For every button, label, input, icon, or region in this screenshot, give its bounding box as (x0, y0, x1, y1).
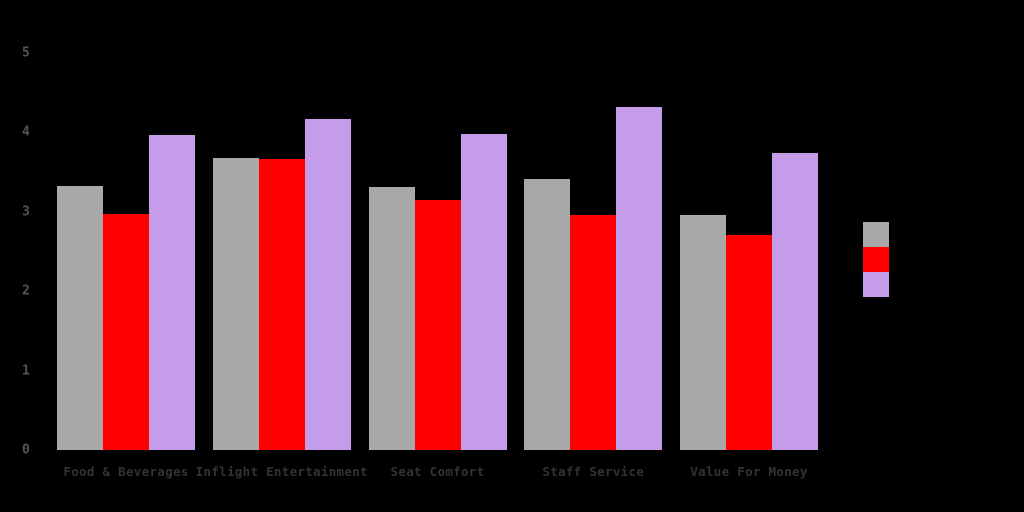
bar[interactable] (304, 119, 351, 450)
bar[interactable] (212, 158, 259, 450)
bar[interactable] (149, 135, 195, 450)
bar[interactable] (680, 215, 726, 450)
legend-item[interactable] (863, 247, 889, 272)
bar-group (680, 20, 818, 450)
bar[interactable] (57, 186, 103, 450)
legend-color-swatch (863, 272, 889, 297)
y-axis-tick-label: 2 (22, 283, 30, 299)
y-axis-tick-label: 0 (22, 442, 30, 458)
x-axis-category-label: Seat Comfort (390, 464, 485, 479)
bar[interactable] (570, 215, 617, 450)
legend-color-swatch (863, 222, 889, 247)
x-axis-category-label: Food & Beverages (63, 464, 189, 479)
bar-group (212, 20, 351, 450)
bar[interactable] (368, 186, 415, 450)
bar-group (57, 20, 195, 450)
bar[interactable] (772, 153, 818, 450)
bar[interactable] (103, 213, 149, 450)
bar[interactable] (726, 235, 772, 450)
bar[interactable] (524, 178, 571, 450)
x-axis-category-label: Inflight Entertainment (195, 464, 368, 479)
x-axis-category-label: Staff Service (542, 464, 645, 479)
bar-group (524, 20, 663, 450)
bar[interactable] (460, 134, 507, 450)
legend-color-swatch (863, 247, 889, 272)
chart-legend (863, 222, 889, 297)
bar[interactable] (258, 159, 305, 450)
y-axis-tick-label: 1 (22, 363, 30, 378)
legend-item[interactable] (863, 222, 889, 247)
bar[interactable] (414, 200, 461, 450)
x-axis-category-label: Value For Money (690, 464, 808, 479)
y-axis-tick-label: 4 (22, 124, 30, 140)
plot-area (57, 20, 818, 450)
legend-item[interactable] (863, 272, 889, 297)
y-axis-tick-label: 3 (22, 204, 30, 219)
bar-group (368, 20, 507, 450)
y-axis-tick-label: 5 (22, 45, 30, 60)
bar[interactable] (616, 107, 663, 450)
